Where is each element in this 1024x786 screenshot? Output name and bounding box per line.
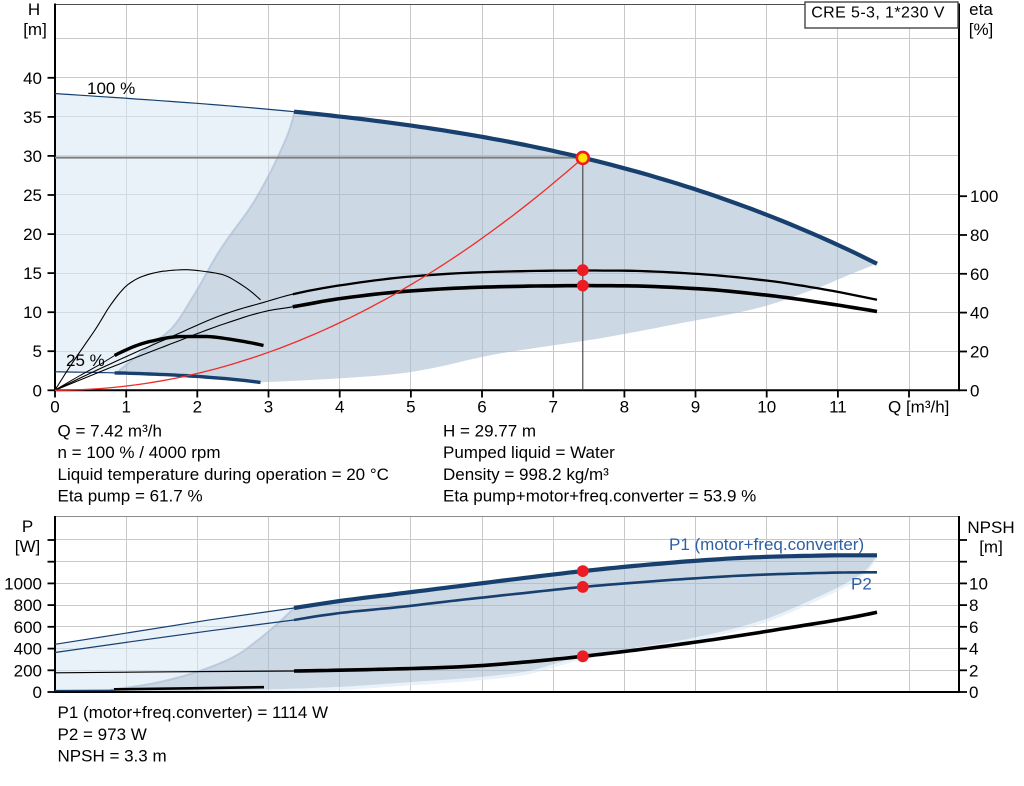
svg-text:60: 60 xyxy=(970,265,989,284)
svg-text:100 %: 100 % xyxy=(87,79,135,98)
svg-text:25 %: 25 % xyxy=(66,351,105,370)
svg-text:0: 0 xyxy=(33,683,42,702)
svg-text:NPSH = 3.3 m: NPSH = 3.3 m xyxy=(58,747,167,766)
svg-text:Q = 7.42 m³/h: Q = 7.42 m³/h xyxy=(58,422,162,441)
svg-text:25: 25 xyxy=(23,186,42,205)
svg-text:7: 7 xyxy=(548,398,557,417)
svg-text:30: 30 xyxy=(23,147,42,166)
svg-text:80: 80 xyxy=(970,226,989,245)
svg-text:0: 0 xyxy=(50,398,59,417)
svg-text:40: 40 xyxy=(970,304,989,323)
svg-text:4: 4 xyxy=(969,640,978,659)
svg-text:[W]: [W] xyxy=(15,537,41,556)
svg-text:10: 10 xyxy=(969,574,988,593)
svg-text:2: 2 xyxy=(193,398,202,417)
svg-text:Liquid temperature during oper: Liquid temperature during operation = 20… xyxy=(58,465,389,484)
svg-text:[m]: [m] xyxy=(23,20,47,39)
svg-text:CRE 5-3, 1*230 V: CRE 5-3, 1*230 V xyxy=(811,5,945,22)
svg-text:100: 100 xyxy=(970,187,998,206)
svg-text:10: 10 xyxy=(757,398,776,417)
svg-text:5: 5 xyxy=(33,342,42,361)
svg-text:15: 15 xyxy=(23,264,42,283)
svg-text:40: 40 xyxy=(23,69,42,88)
svg-text:Eta pump = 61.7 %: Eta pump = 61.7 % xyxy=(58,487,203,506)
svg-text:5: 5 xyxy=(406,398,415,417)
svg-text:Pumped liquid = Water: Pumped liquid = Water xyxy=(443,443,615,462)
svg-text:[m]: [m] xyxy=(979,538,1003,557)
svg-text:Density = 998.2 kg/m³: Density = 998.2 kg/m³ xyxy=(443,465,609,484)
svg-text:eta: eta xyxy=(969,0,993,19)
svg-text:20: 20 xyxy=(23,225,42,244)
svg-text:2: 2 xyxy=(969,661,978,680)
svg-text:6: 6 xyxy=(477,398,486,417)
svg-text:0: 0 xyxy=(969,683,978,702)
svg-text:P2 = 973 W: P2 = 973 W xyxy=(58,725,147,744)
svg-text:H: H xyxy=(28,0,40,19)
svg-text:P: P xyxy=(22,517,33,536)
svg-text:11: 11 xyxy=(829,398,847,417)
svg-text:[%]: [%] xyxy=(969,20,994,39)
svg-text:8: 8 xyxy=(620,398,629,417)
svg-text:1: 1 xyxy=(121,398,130,417)
svg-text:400: 400 xyxy=(14,640,42,659)
svg-text:0: 0 xyxy=(970,381,979,400)
svg-text:9: 9 xyxy=(691,398,700,417)
svg-text:3: 3 xyxy=(264,398,273,417)
svg-text:10: 10 xyxy=(23,303,42,322)
svg-text:H = 29.77 m: H = 29.77 m xyxy=(443,422,536,441)
svg-text:1000: 1000 xyxy=(4,574,42,593)
svg-text:P1 (motor+freq.converter) = 11: P1 (motor+freq.converter) = 1114 W xyxy=(58,703,329,722)
svg-text:4: 4 xyxy=(335,398,344,417)
svg-text:0: 0 xyxy=(33,381,42,400)
svg-text:35: 35 xyxy=(23,108,42,127)
svg-text:20: 20 xyxy=(970,343,989,362)
svg-text:200: 200 xyxy=(14,661,42,680)
svg-text:Eta pump+motor+freq.converter: Eta pump+motor+freq.converter = 53.9 % xyxy=(443,487,756,506)
svg-text:600: 600 xyxy=(14,618,42,637)
svg-text:Q [m³/h]: Q [m³/h] xyxy=(888,398,949,417)
svg-text:NPSH: NPSH xyxy=(967,518,1014,537)
svg-text:n = 100 % / 4000 rpm: n = 100 % / 4000 rpm xyxy=(58,443,221,462)
svg-text:P1 (motor+freq.converter): P1 (motor+freq.converter) xyxy=(669,535,864,554)
svg-text:6: 6 xyxy=(969,618,978,637)
svg-text:800: 800 xyxy=(14,596,42,615)
svg-text:P2: P2 xyxy=(851,575,872,594)
svg-text:8: 8 xyxy=(969,596,978,615)
